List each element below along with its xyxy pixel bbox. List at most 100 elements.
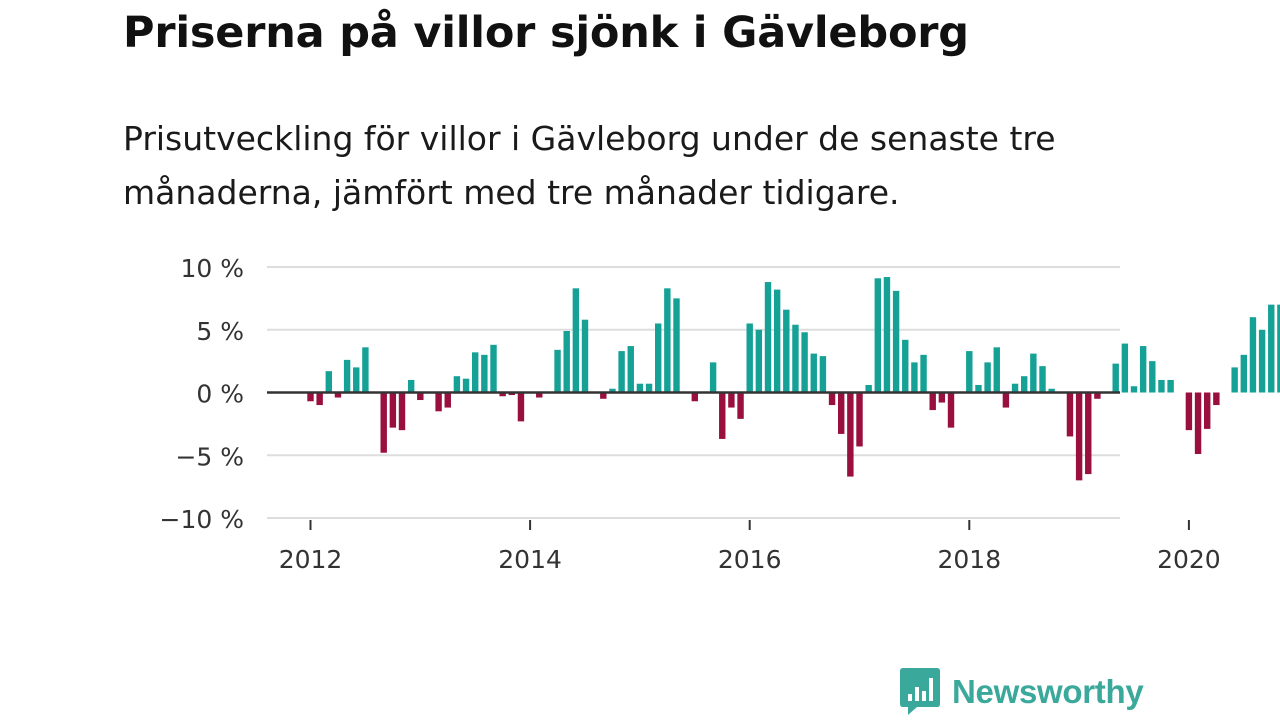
bar	[838, 392, 845, 434]
chart-subtitle: Prisutveckling för villor i Gävleborg un…	[123, 119, 1056, 212]
bar	[1085, 392, 1092, 475]
bar	[307, 392, 314, 402]
bar	[316, 392, 323, 406]
x-tick-label: 2016	[718, 545, 782, 574]
bar	[975, 384, 982, 393]
bar	[1231, 367, 1238, 393]
y-tick-label: 0 %	[196, 380, 244, 409]
bar	[902, 339, 909, 393]
x-tick-label: 2014	[498, 545, 562, 574]
y-tick-label: 5 %	[196, 317, 244, 346]
x-tick-label: 2020	[1157, 545, 1221, 574]
bar	[554, 349, 561, 393]
bar	[499, 392, 506, 397]
bar	[1011, 383, 1019, 393]
y-tick-label: −5 %	[175, 442, 244, 471]
label-layer: 10 %5 %0 %−5 %−10 %201220142016201820202…	[160, 254, 1221, 574]
bar	[1030, 353, 1037, 393]
bar	[636, 383, 644, 393]
bar	[819, 356, 827, 393]
bar-layer	[307, 277, 1280, 481]
bar	[343, 359, 351, 393]
bar	[1066, 392, 1074, 437]
bar	[920, 354, 927, 393]
bar	[1112, 363, 1119, 393]
bar	[472, 352, 479, 393]
bar	[581, 319, 589, 393]
bar	[1194, 392, 1202, 454]
bar	[1240, 354, 1248, 393]
bar	[618, 351, 625, 393]
bar	[655, 323, 662, 393]
bar	[792, 324, 799, 393]
grid-layer	[267, 266, 1120, 519]
bar	[1075, 392, 1083, 481]
bar	[664, 288, 671, 393]
bar	[1094, 392, 1101, 399]
bar	[810, 353, 817, 393]
bar	[947, 392, 955, 428]
bar	[911, 362, 918, 393]
bar	[719, 392, 726, 439]
bar	[398, 392, 406, 431]
bar	[517, 392, 525, 422]
bar	[856, 392, 863, 447]
bar	[334, 392, 342, 398]
bar	[389, 392, 397, 428]
bar	[1139, 346, 1147, 393]
bar	[865, 384, 872, 393]
bar	[536, 392, 543, 398]
bar	[755, 329, 763, 393]
bar	[563, 331, 570, 393]
bar	[746, 323, 753, 393]
bar	[325, 371, 333, 393]
bar	[1039, 366, 1046, 393]
bar	[938, 392, 946, 403]
brand-name: Newsworthy	[952, 673, 1144, 710]
bar	[764, 282, 772, 393]
bar	[728, 392, 735, 408]
bar	[627, 346, 634, 393]
newsworthy-bar-chart-icon	[900, 668, 940, 715]
bar	[453, 376, 461, 393]
bar	[966, 351, 973, 393]
bar	[1258, 329, 1266, 393]
bar	[481, 354, 488, 393]
bar	[600, 392, 607, 399]
bar	[673, 298, 680, 393]
bar	[407, 379, 415, 393]
bar	[801, 332, 808, 393]
bar	[709, 362, 717, 393]
bar	[572, 288, 580, 393]
bar	[508, 392, 516, 396]
bar	[380, 392, 387, 453]
bar	[1277, 304, 1280, 393]
newsworthy-logo: Newsworthy	[900, 668, 1144, 716]
chart-title: Priserna på villor sjönk i Gävleborg	[123, 8, 969, 58]
bar	[1185, 392, 1193, 431]
bar	[828, 392, 836, 406]
bar	[353, 367, 360, 393]
bar	[737, 392, 744, 419]
bar	[444, 392, 451, 408]
y-tick-label: −10 %	[160, 505, 244, 534]
bar	[1204, 392, 1211, 429]
bar	[783, 309, 790, 393]
bar	[691, 392, 699, 402]
y-tick-label: 10 %	[180, 254, 244, 283]
bar	[847, 392, 854, 477]
bar	[1048, 388, 1055, 393]
bar	[929, 392, 936, 411]
bar	[490, 344, 497, 393]
bar	[1268, 304, 1275, 393]
bar	[462, 378, 470, 393]
bar	[609, 388, 616, 393]
x-tick-label: 2012	[279, 545, 343, 574]
bar	[1021, 376, 1028, 393]
bar	[1002, 392, 1010, 408]
bar	[1249, 317, 1257, 393]
bar	[1213, 392, 1220, 406]
bar	[1130, 386, 1138, 393]
bar	[362, 347, 369, 393]
